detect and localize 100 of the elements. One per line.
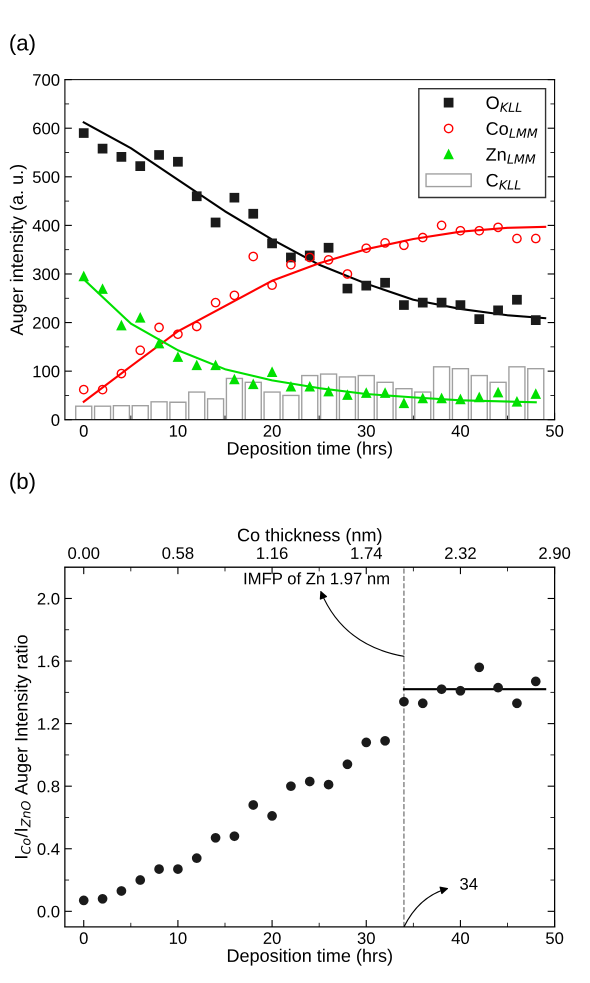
point [304,776,315,786]
point [154,338,164,348]
point [230,831,240,842]
y-tick-label: 600 [33,122,60,134]
point [324,386,334,396]
x2-tick-label: 1.16 [257,547,288,560]
point [380,736,390,746]
x-tick-label: 0 [80,425,88,437]
y-tick-label: 0.8 [38,780,60,792]
x-axis-title: Deposition time (hrs) [228,442,392,458]
point [342,390,352,400]
point [418,298,428,308]
x-tick-label: 10 [170,425,187,437]
point [474,662,484,672]
y-tick-label: 2.0 [38,592,60,605]
point [493,306,503,316]
x-tick-label: 10 [170,932,187,944]
x2-axis-title: Co thickness (nm) [238,528,382,545]
point [248,800,258,810]
point [530,315,541,325]
point [436,394,446,404]
point [324,242,334,253]
point [98,894,108,904]
point [399,240,409,250]
point [418,394,428,404]
point [324,255,334,265]
line-series [82,226,546,403]
point [135,161,146,171]
point [399,696,409,707]
point [192,191,202,202]
point [493,388,503,398]
point [210,360,220,370]
y-tick-label: 0.4 [38,843,60,855]
x-tick-label: 50 [546,932,564,944]
point [456,394,466,404]
point [342,269,352,279]
point [380,278,390,288]
x-tick-label: 20 [264,425,281,437]
point [474,314,484,324]
x-tick-label: 20 [264,932,281,944]
point [78,896,89,906]
point [267,238,277,248]
legend-label: O$_{KLL}$ [486,96,522,112]
point [78,128,89,138]
y-tick-label: 0 [51,414,60,426]
point [230,290,240,300]
point [173,352,183,362]
point [342,284,352,294]
point [436,298,446,308]
point [230,192,240,203]
annotation: 34 [460,878,478,890]
point [436,220,446,230]
point [361,388,372,398]
point [380,238,390,248]
point [192,322,202,332]
y-axis-title: Auger intensity (a. u.) [10,164,27,336]
point [512,698,522,708]
point [530,676,541,686]
x-axis-title: Deposition time (hrs) [228,948,392,966]
y-axis-title: I$_{Co}$/I$_{ZnO}$ Auger Intensity ratio [14,635,32,858]
x2-tick-label: 2.32 [445,547,476,560]
point [474,226,484,236]
x-tick-label: 40 [452,932,470,944]
point [154,864,164,874]
y-tick-label: 0.0 [38,906,60,918]
point [418,232,428,242]
y-tick-label: 400 [32,220,60,232]
y-tick-label: 100 [34,366,60,378]
point [173,864,183,874]
legend-label: Zn$_{LMM}$ [486,148,536,164]
point [173,329,183,340]
point [267,367,277,377]
x2-tick-label: 2.90 [539,547,570,560]
point [248,208,258,219]
point [192,360,202,370]
point [512,294,522,305]
point [512,396,522,407]
point [436,684,446,694]
point [210,832,220,843]
point [135,345,146,356]
point [493,222,503,232]
annotation: IMFP of Zn 1.97 nm [244,572,389,584]
point [286,260,296,270]
point [173,156,183,167]
y-tick-label: 200 [33,316,60,329]
point [530,234,541,244]
point [98,284,108,294]
chart-title: (a) [10,34,35,56]
y-tick-label: 300 [32,268,60,280]
point [324,780,334,790]
point [230,374,240,384]
point [304,382,315,392]
point [154,150,164,160]
point [210,298,220,308]
chart-title: (b) [10,472,35,494]
point [456,300,466,310]
point [286,382,296,392]
x-tick-label: 0 [80,932,88,944]
point [399,300,409,310]
point [210,218,220,228]
